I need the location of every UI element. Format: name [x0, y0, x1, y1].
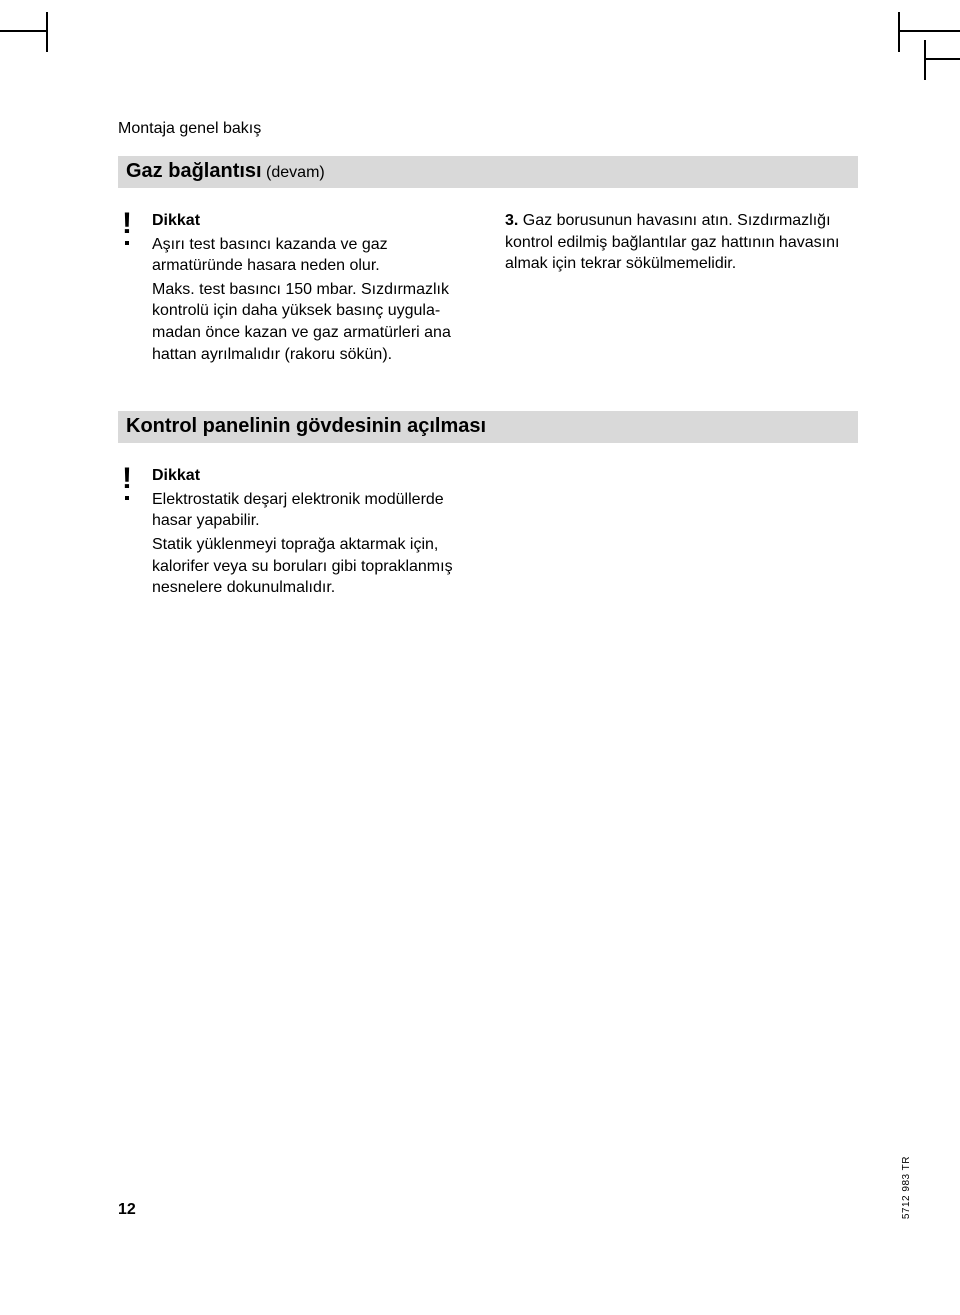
step-text: Gaz borusunun havasını atın. Sızdırmazlı… — [505, 212, 839, 272]
column-right: 3. Gaz borusunun havasını atın. Sızdırma… — [505, 210, 858, 367]
section-heading-sub: (devam) — [262, 164, 325, 181]
section-heading-main: Gaz bağlantısı — [126, 160, 262, 182]
attention-text-2: Maks. test basıncı 150 mbar. Sızdırmazlı… — [152, 279, 471, 365]
attention-icon: ! — [118, 465, 136, 492]
attention-text-4: Statik yüklenmeyi toprağa aktar­mak için… — [152, 534, 471, 599]
column-right-2 — [505, 465, 858, 601]
attention-text-3: Elektrostatik deşarj elektronik modüller… — [152, 489, 471, 532]
page: Montaja genel bakış Gaz bağlantısı (deva… — [0, 0, 960, 1315]
content-area: Montaja genel bakış Gaz bağlantısı (deva… — [118, 120, 858, 601]
step-3: 3. Gaz borusunun havasını atın. Sızdırma… — [505, 210, 858, 275]
section-heading-gas-connection: Gaz bağlantısı (devam) — [118, 156, 858, 188]
section-heading-main-2: Kontrol panelinin gövdesinin açılması — [126, 415, 486, 437]
step-number: 3. — [505, 212, 518, 229]
document-code: 5712 983 TR — [901, 1156, 912, 1219]
attention-icon: ! — [118, 210, 136, 237]
two-column-layout: ! Dikkat Aşırı test basıncı kazanda ve g… — [118, 210, 858, 367]
two-column-layout-2: ! Dikkat Elektrostatik deşarj elektronik… — [118, 465, 858, 601]
attention-lead: Dikkat — [152, 210, 471, 232]
attention-lead-2: Dikkat — [152, 465, 471, 487]
page-number: 12 — [118, 1201, 136, 1219]
attention-body-2: Dikkat Elektrostatik deşarj elektronik m… — [152, 465, 471, 601]
crop-mark-top-left — [0, 30, 48, 52]
section-heading-control-panel: Kontrol panelinin gövdesinin açılması — [118, 411, 858, 443]
column-left-2: ! Dikkat Elektrostatik deşarj elektronik… — [118, 465, 471, 601]
attention-callout-1: ! Dikkat Aşırı test basıncı kazanda ve g… — [118, 210, 471, 367]
attention-body: Dikkat Aşırı test basıncı kazanda ve gaz… — [152, 210, 471, 367]
column-left: ! Dikkat Aşırı test basıncı kazanda ve g… — [118, 210, 471, 367]
attention-callout-2: ! Dikkat Elektrostatik deşarj elektronik… — [118, 465, 471, 601]
breadcrumb: Montaja genel bakış — [118, 120, 858, 138]
attention-text-1: Aşırı test basıncı kazanda ve gaz armatü… — [152, 234, 471, 277]
